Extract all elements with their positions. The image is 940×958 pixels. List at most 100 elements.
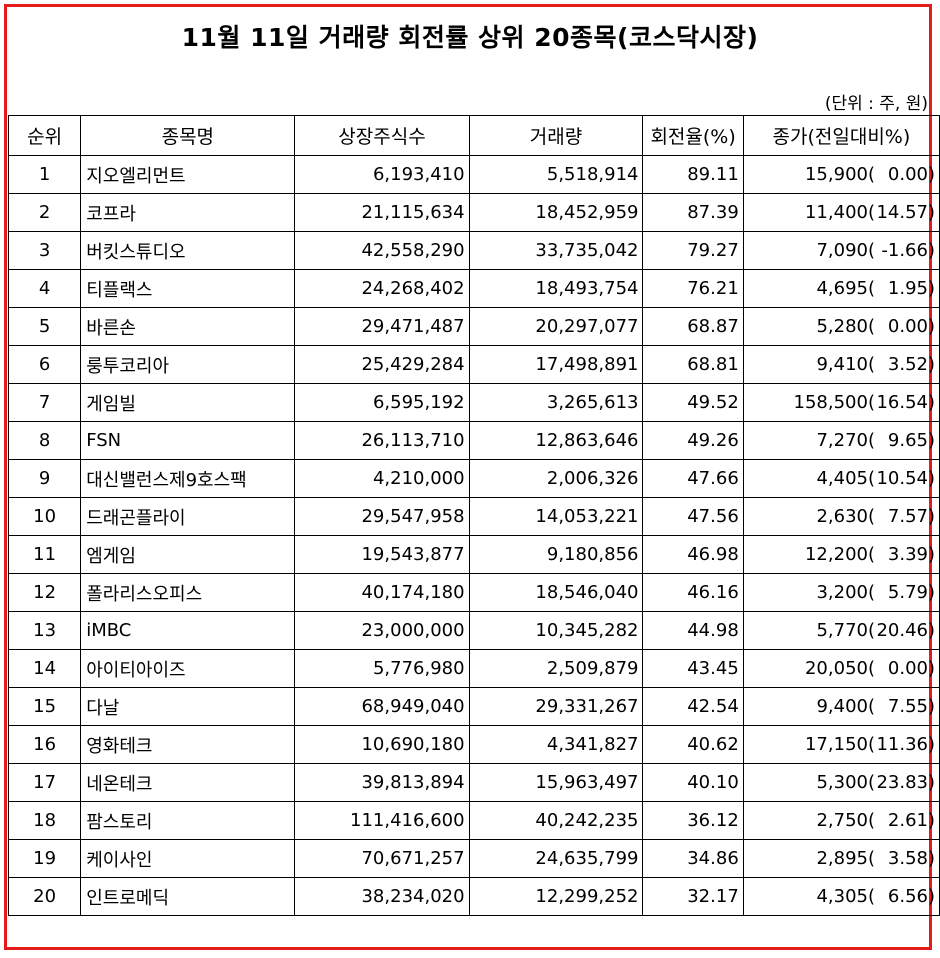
price-change-value: 14.57) <box>876 202 935 223</box>
rank-cell: 5 <box>7 307 82 346</box>
rank-cell: 12 <box>7 573 82 612</box>
price-change-value: 7.57) <box>887 506 935 527</box>
rank-cell: 4 <box>7 269 82 308</box>
price-change-value: 0.00) <box>887 658 935 679</box>
close-price-value: 9,400( <box>816 696 875 717</box>
turnover-cell: 89.11 <box>642 155 744 194</box>
rank-cell: 10 <box>7 497 82 536</box>
close-price-cell: 5,770(20.46) <box>742 611 940 650</box>
volume-cell: 18,493,754 <box>468 269 644 308</box>
header-turnover: 회전율(%) <box>642 115 744 156</box>
listed-shares-cell: 21,115,634 <box>294 193 470 232</box>
close-price-cell: 15,900(0.00) <box>742 155 940 194</box>
header-rank: 순위 <box>7 115 82 156</box>
rank-cell: 17 <box>7 763 82 802</box>
unit-note: (단위 : 주, 원) <box>824 94 928 114</box>
listed-shares-cell: 29,547,958 <box>294 497 470 536</box>
table-row: 18 팜스토리 111,416,600 40,242,235 36.12 2,750(2.… <box>7 801 940 840</box>
close-price-cell: 158,500(16.54) <box>742 383 940 422</box>
listed-shares-cell: 70,671,257 <box>294 839 470 878</box>
rank-cell: 15 <box>7 687 82 726</box>
price-change-value: -1.66) <box>881 240 935 261</box>
stock-name-cell: 영화테크 <box>80 725 296 764</box>
rank-cell: 19 <box>7 839 82 878</box>
close-price-cell: 7,270( 9.65) <box>742 421 940 460</box>
close-price-cell: 20,050( 0.00) <box>742 649 940 688</box>
turnover-cell: 49.26 <box>642 421 744 460</box>
rank-cell: 8 <box>7 421 82 460</box>
close-price-cell: 5,280(0.00) <box>742 307 940 346</box>
close-price-cell: 3,200(5.79) <box>742 573 940 612</box>
price-change-value: 10.54) <box>876 468 935 489</box>
listed-shares-cell: 29,471,487 <box>294 307 470 346</box>
listed-shares-cell: 6,595,192 <box>294 383 470 422</box>
listed-shares-cell: 39,813,894 <box>294 763 470 802</box>
price-change-value: 9.65) <box>887 430 935 451</box>
listed-shares-cell: 23,000,000 <box>294 611 470 650</box>
price-change-value: 7.55) <box>887 696 935 717</box>
volume-cell: 10,345,282 <box>468 611 644 650</box>
close-price-value: 2,750( <box>816 810 875 831</box>
close-price-value: 17,150( <box>804 734 875 755</box>
close-price-cell: 9,400( 7.55) <box>742 687 940 726</box>
table-row: 19 케이사인 70,671,257 24,635,799 34.86 2,895(3.5… <box>7 839 940 878</box>
price-change-value: 1.95) <box>887 278 935 299</box>
table-row: 11 엠게임 19,543,877 9,180,856 46.98 12,200(3.39… <box>7 535 940 574</box>
table-row: 20 인트로메딕 38,234,020 12,299,252 32.17 4,305(6.… <box>7 877 940 916</box>
stock-name-cell: 룽투코리아 <box>80 345 296 384</box>
table-row: 2 코프라 21,115,634 18,452,959 87.39 11,400(14.5… <box>7 193 940 232</box>
volume-cell: 15,963,497 <box>468 763 644 802</box>
volume-cell: 29,331,267 <box>468 687 644 726</box>
table-row: 15 다날 68,949,040 29,331,267 42.54 9,400(7.55) <box>7 687 940 726</box>
listed-shares-cell: 26,113,710 <box>294 421 470 460</box>
close-price-value: 5,770( <box>816 620 875 641</box>
stock-name-cell: 티플랙스 <box>80 269 296 308</box>
listed-shares-cell: 6,193,410 <box>294 155 470 194</box>
close-price-cell: 7,090(-1.66) <box>742 231 940 270</box>
rank-cell: 1 <box>7 155 82 194</box>
close-price-value: 3,200( <box>816 582 875 603</box>
close-price-value: 7,270( <box>816 430 875 451</box>
turnover-cell: 46.98 <box>642 535 744 574</box>
listed-shares-cell: 24,268,402 <box>294 269 470 308</box>
close-price-value: 4,305( <box>816 886 875 907</box>
close-price-value: 4,695( <box>816 278 875 299</box>
turnover-cell: 49.52 <box>642 383 744 422</box>
header-name: 종목명 <box>80 115 296 156</box>
stock-name-cell: 대신밸런스제9호스팩 <box>80 459 296 498</box>
volume-cell: 18,452,959 <box>468 193 644 232</box>
close-price-value: 5,300( <box>816 772 875 793</box>
price-change-value: 16.54) <box>876 392 935 413</box>
turnover-cell: 47.56 <box>642 497 744 536</box>
close-price-value: 4,405( <box>816 468 875 489</box>
table-row: 12 폴라리스오피스 40,174,180 18,546,040 46.16 3,200(… <box>7 573 940 612</box>
listed-shares-cell: 5,776,980 <box>294 649 470 688</box>
volume-cell: 33,735,042 <box>468 231 644 270</box>
listed-shares-cell: 38,234,020 <box>294 877 470 916</box>
stock-name-cell: 지오엘리먼트 <box>80 155 296 194</box>
volume-cell: 4,341,827 <box>468 725 644 764</box>
close-price-value: 2,895( <box>816 848 875 869</box>
price-change-value: 3.39) <box>887 544 935 565</box>
stock-name-cell: 엠게임 <box>80 535 296 574</box>
volume-cell: 2,006,326 <box>468 459 644 498</box>
volume-cell: 2,509,879 <box>468 649 644 688</box>
turnover-table: 순위 종목명 상장주식수 거래량 회전율(%) 종가(전일대비%) 1 지오엘리먼… <box>7 115 940 916</box>
table-row: 5 바른손 29,471,487 20,297,077 68.87 5,280(0.00) <box>7 307 940 346</box>
table-row: 16 영화테크 10,690,180 4,341,827 40.62 17,150(11.… <box>7 725 940 764</box>
close-price-value: 20,050( <box>804 658 875 679</box>
listed-shares-cell: 25,429,284 <box>294 345 470 384</box>
volume-cell: 5,518,914 <box>468 155 644 194</box>
close-price-value: 12,200( <box>804 544 875 565</box>
rank-cell: 13 <box>7 611 82 650</box>
stock-name-cell: iMBC <box>80 611 296 650</box>
close-price-value: 11,400( <box>804 202 875 223</box>
turnover-cell: 36.12 <box>642 801 744 840</box>
close-price-cell: 12,200( 3.39) <box>742 535 940 574</box>
volume-cell: 14,053,221 <box>468 497 644 536</box>
stock-name-cell: 다날 <box>80 687 296 726</box>
close-price-value: 158,500( <box>793 392 875 413</box>
table-row: 3 버킷스튜디오 42,558,290 33,735,042 79.27 7,090(-1… <box>7 231 940 270</box>
rank-cell: 9 <box>7 459 82 498</box>
close-price-cell: 11,400(14.57) <box>742 193 940 232</box>
